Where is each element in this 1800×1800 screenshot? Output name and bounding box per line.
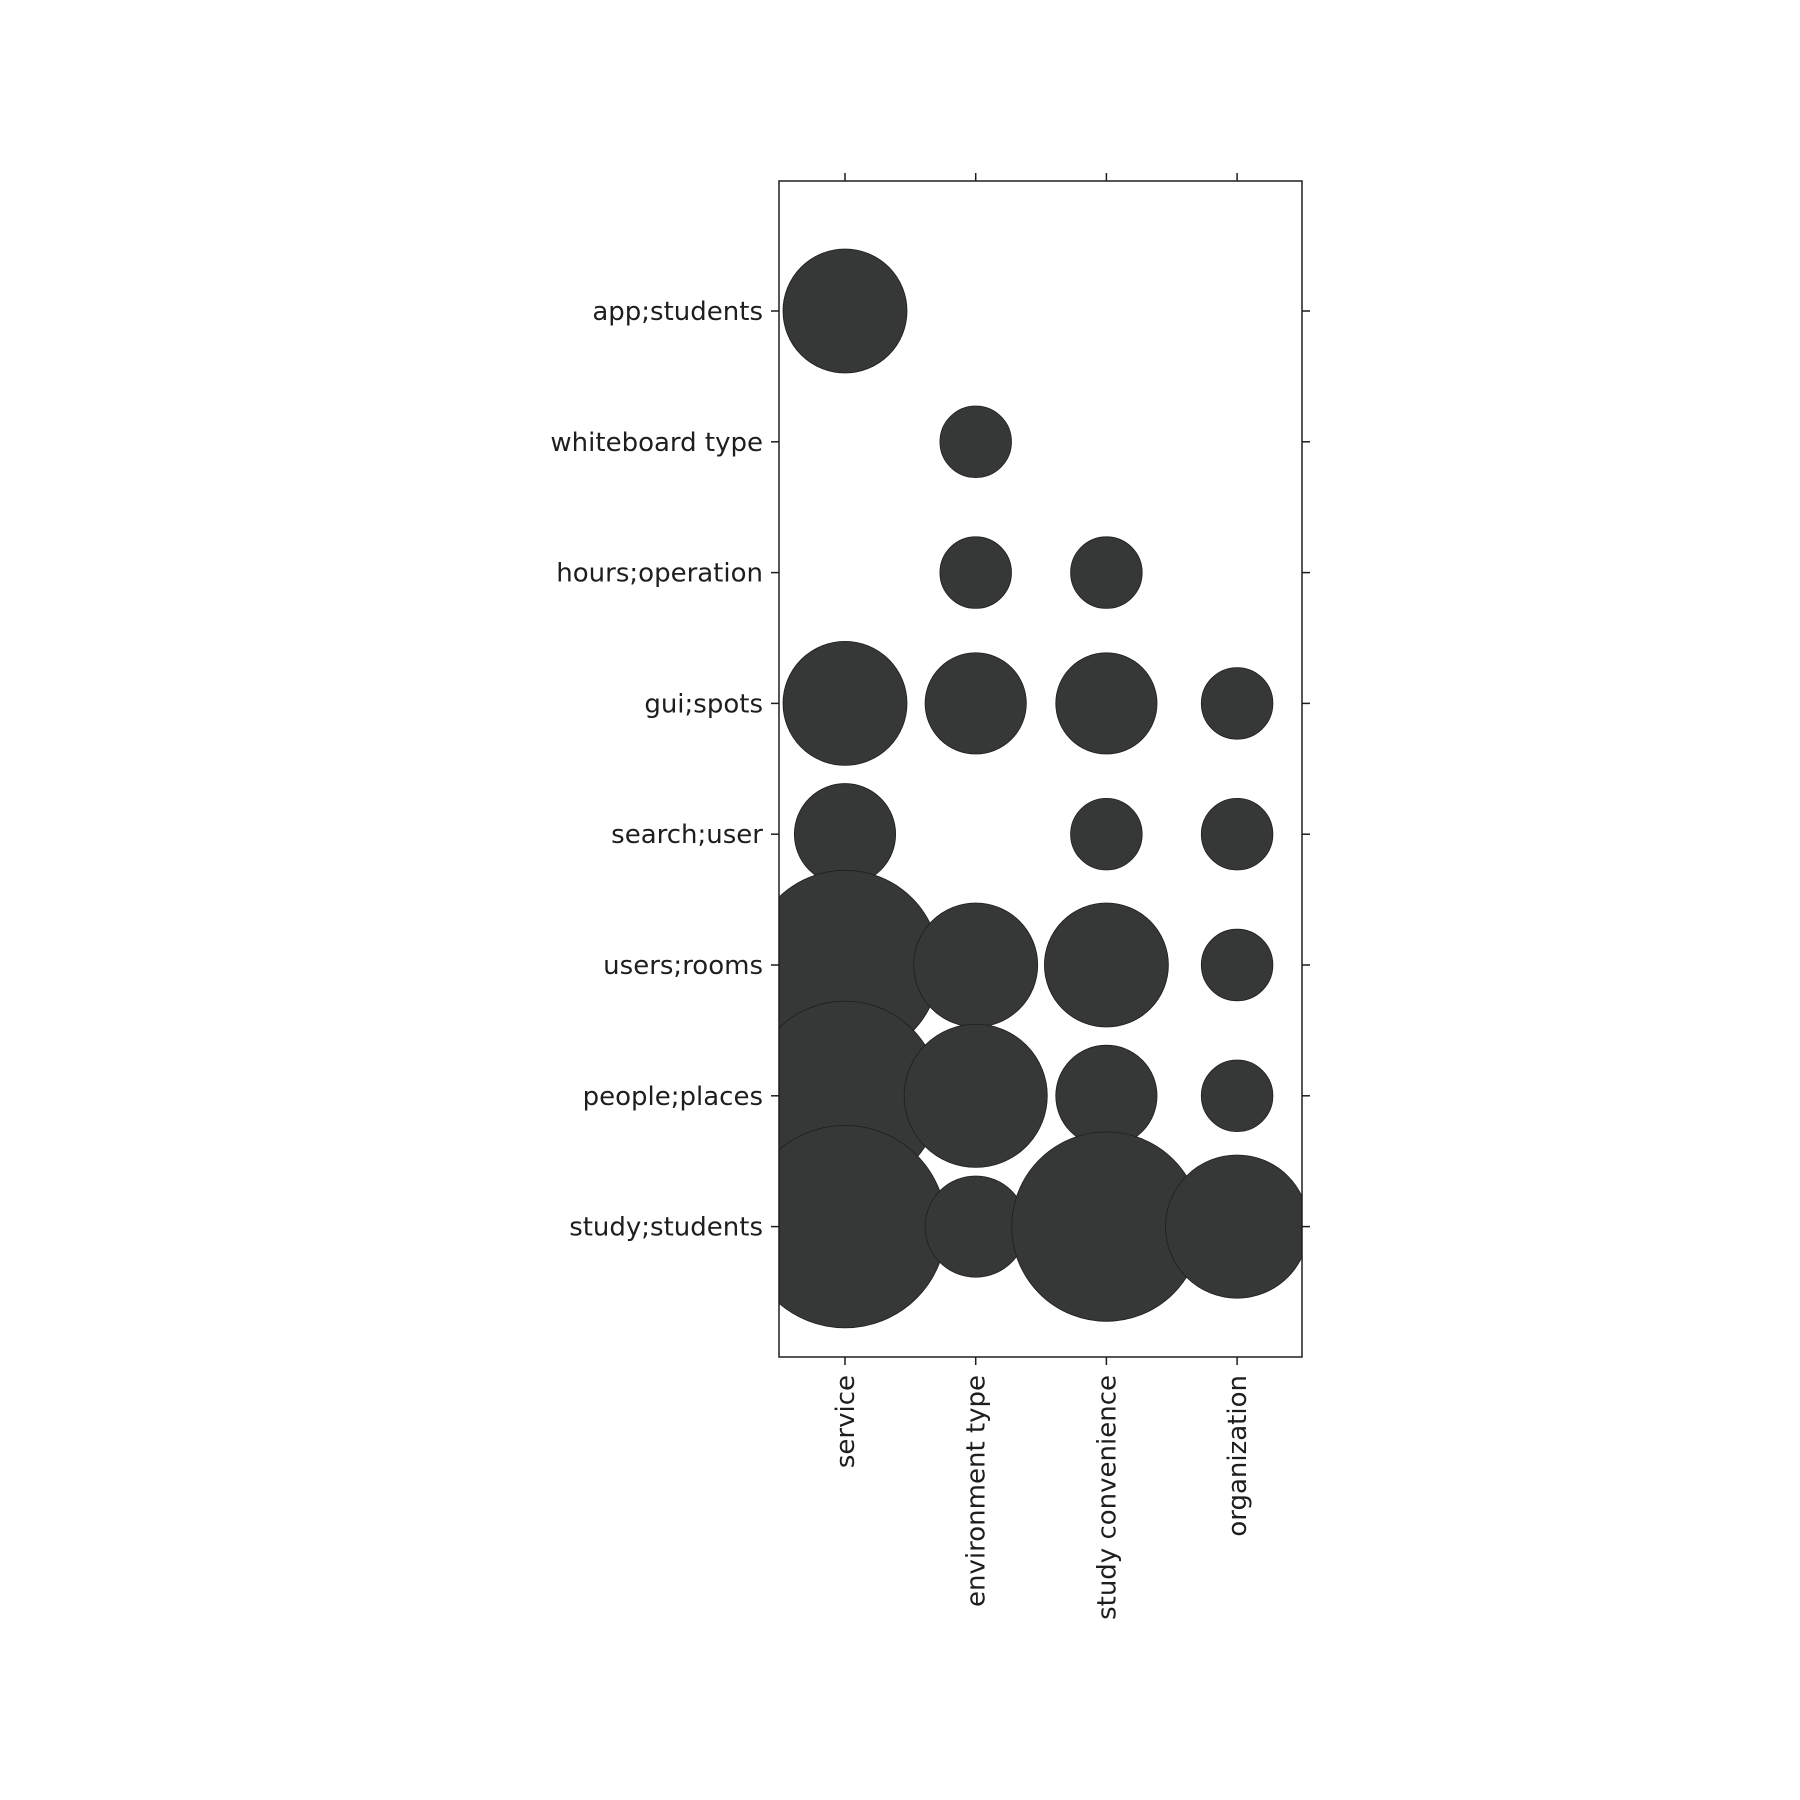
bubble-hours-operation-environment-type	[939, 536, 1012, 609]
bubble-users-rooms-organization	[1200, 928, 1274, 1002]
bubble-people-places-study-convenience	[1055, 1044, 1158, 1147]
bubble-app-students-service	[782, 248, 908, 374]
x-tick-label-service: service	[831, 1375, 861, 1468]
y-tick-label-people-places: people;places	[583, 1082, 763, 1112]
plot-frame	[778, 180, 1303, 1358]
bubble-hours-operation-study-convenience	[1070, 536, 1143, 609]
bubble-search-user-study-convenience	[1070, 798, 1143, 871]
bubble-gui-spots-organization	[1200, 667, 1274, 740]
y-tick-label-app-students: app;students	[592, 297, 763, 327]
bubble-study-students-environment-type	[924, 1175, 1027, 1278]
y-tick-label-search-user: search;user	[611, 820, 763, 850]
x-tick-label-environment-type: environment type	[962, 1375, 992, 1607]
bubble-gui-spots-study-convenience	[1055, 652, 1158, 755]
y-tick-label-gui-spots: gui;spots	[644, 689, 763, 719]
x-axis: service environment type study convenience…	[831, 173, 1253, 1620]
bubble-layer	[779, 248, 1302, 1329]
bubble-search-user-organization	[1200, 798, 1274, 871]
bubble-search-user-service	[793, 783, 897, 886]
bubble-people-places-environment-type	[903, 1023, 1048, 1168]
bubble-users-rooms-environment-type	[913, 902, 1039, 1028]
bubble-gui-spots-service	[782, 641, 908, 766]
bubble-gui-spots-environment-type	[924, 652, 1027, 755]
y-tick-label-hours-operation: hours;operation	[556, 559, 763, 589]
y-axis: app;students whiteboard type hours;operati…	[550, 297, 1310, 1243]
x-tick-label-organization: organization	[1223, 1375, 1253, 1537]
y-tick-label-users-rooms: users;rooms	[603, 951, 763, 981]
y-tick-label-whiteboard-type: whiteboard type	[550, 428, 763, 458]
y-tick-label-study-students: study;students	[569, 1213, 763, 1243]
x-tick-label-study-convenience: study convenience	[1092, 1375, 1122, 1620]
bubble-people-places-organization	[1200, 1059, 1274, 1132]
bubble-users-rooms-study-convenience	[1044, 902, 1169, 1028]
bubble-whiteboard-type-environment-type	[939, 405, 1012, 478]
bubble-study-students-organization	[1165, 1154, 1302, 1299]
